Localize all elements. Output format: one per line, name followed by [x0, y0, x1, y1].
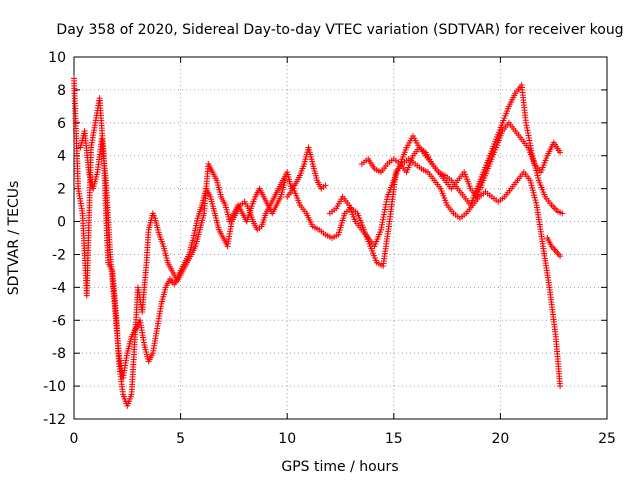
- data-point: [322, 182, 329, 189]
- plot-frame: [73, 56, 608, 420]
- axis-ticks: [73, 56, 608, 420]
- x-tick-label: 5: [176, 431, 185, 447]
- data-point: [559, 210, 566, 217]
- x-tick-labels: 0 5 10 15 20 25: [70, 431, 616, 447]
- y-tick-label: -4: [52, 280, 66, 296]
- y-axis-label: SDTVAR / TECUs: [6, 181, 22, 296]
- data-points: [71, 75, 566, 409]
- x-tick-label: 15: [385, 431, 403, 447]
- data-point: [557, 149, 564, 156]
- data-point: [557, 253, 564, 260]
- y-tick-label: 2: [57, 182, 66, 198]
- y-tick-label: -8: [52, 346, 66, 362]
- x-tick-label: 25: [598, 431, 616, 447]
- x-axis-label: GPS time / hours: [281, 459, 398, 475]
- y-tick-label: 10: [48, 50, 66, 66]
- y-tick-labels: -12 -10 -8 -6 -4 -2 0 2 4 6 8 10: [43, 50, 66, 428]
- y-tick-label: -6: [52, 313, 66, 329]
- series-track-e: [358, 81, 566, 217]
- x-tick-label: 20: [491, 431, 509, 447]
- chart-title: Day 358 of 2020, Sidereal Day-to-day VTE…: [56, 22, 623, 38]
- data-point: [557, 383, 564, 390]
- data-point: [282, 177, 289, 184]
- y-tick-label: 0: [57, 215, 66, 231]
- x-tick-label: 10: [278, 431, 296, 447]
- y-tick-label: 4: [57, 149, 66, 165]
- y-tick-label: -10: [43, 379, 66, 395]
- series-track-d: [326, 119, 564, 250]
- y-tick-label: 8: [57, 83, 66, 99]
- series-track-c: [284, 156, 564, 390]
- x-tick-label: 0: [70, 431, 79, 447]
- series-track-f: [544, 235, 564, 260]
- y-tick-label: -2: [52, 247, 66, 263]
- y-tick-label: -12: [43, 412, 66, 428]
- y-tick-label: 6: [57, 116, 66, 132]
- grid-lines: [74, 57, 607, 419]
- series-track-b: [77, 128, 289, 381]
